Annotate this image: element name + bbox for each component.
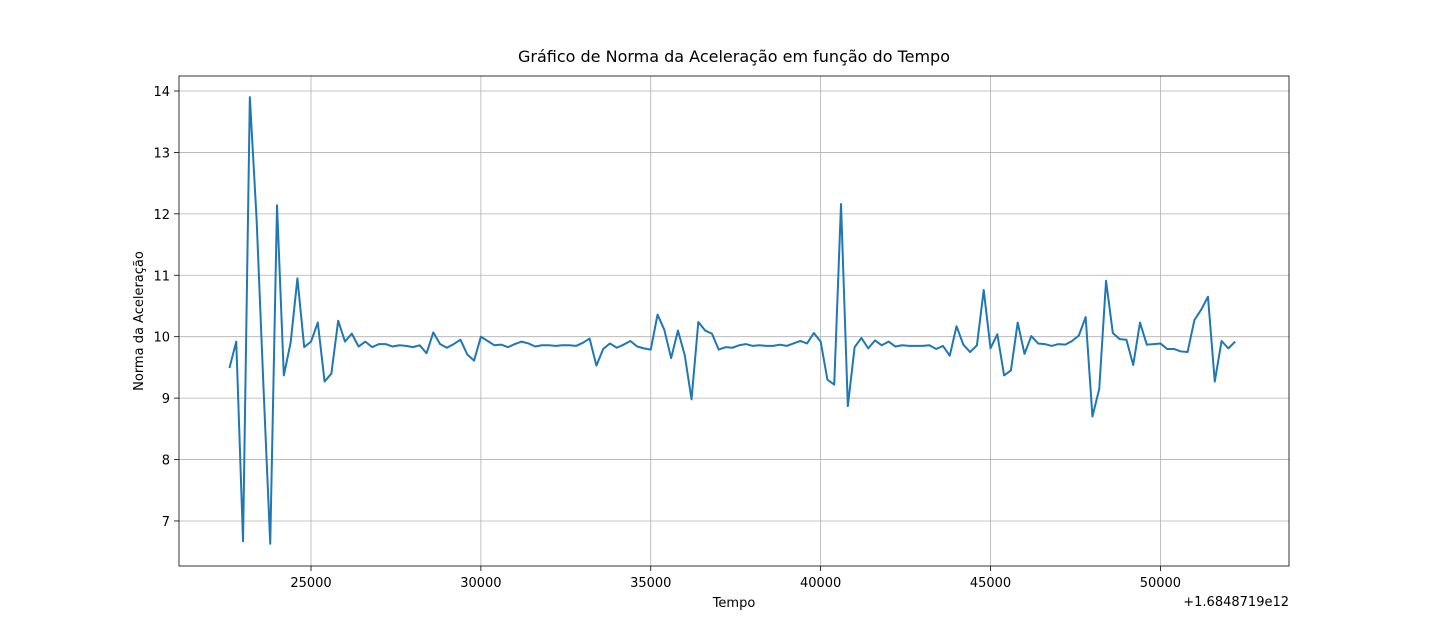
x-axis-label: Tempo (712, 596, 756, 611)
y-tick-label: 14 (153, 85, 170, 100)
y-tick-label: 13 (153, 146, 170, 161)
x-tick-label: 35000 (630, 576, 671, 591)
y-axis-label: Norma da Aceleração (132, 251, 147, 391)
x-tick-label: 50000 (1140, 576, 1181, 591)
y-tick-label: 11 (153, 269, 170, 284)
x-tick-label: 30000 (460, 576, 501, 591)
x-offset-label: +1.6848719e12 (1183, 595, 1289, 610)
plot-frame (178, 75, 1290, 567)
y-tick-label: 9 (162, 392, 170, 407)
data-line (228, 96, 1236, 545)
x-tick-label: 45000 (970, 576, 1011, 591)
x-tick-label: 40000 (800, 576, 841, 591)
y-tick-label: 7 (162, 515, 170, 530)
y-tick-label: 10 (153, 331, 170, 346)
y-tick-label: 8 (162, 454, 170, 469)
chart-title: Gráfico de Norma da Aceleração em função… (518, 47, 950, 66)
x-tick-label: 25000 (290, 576, 331, 591)
y-tick-label: 12 (153, 208, 170, 223)
